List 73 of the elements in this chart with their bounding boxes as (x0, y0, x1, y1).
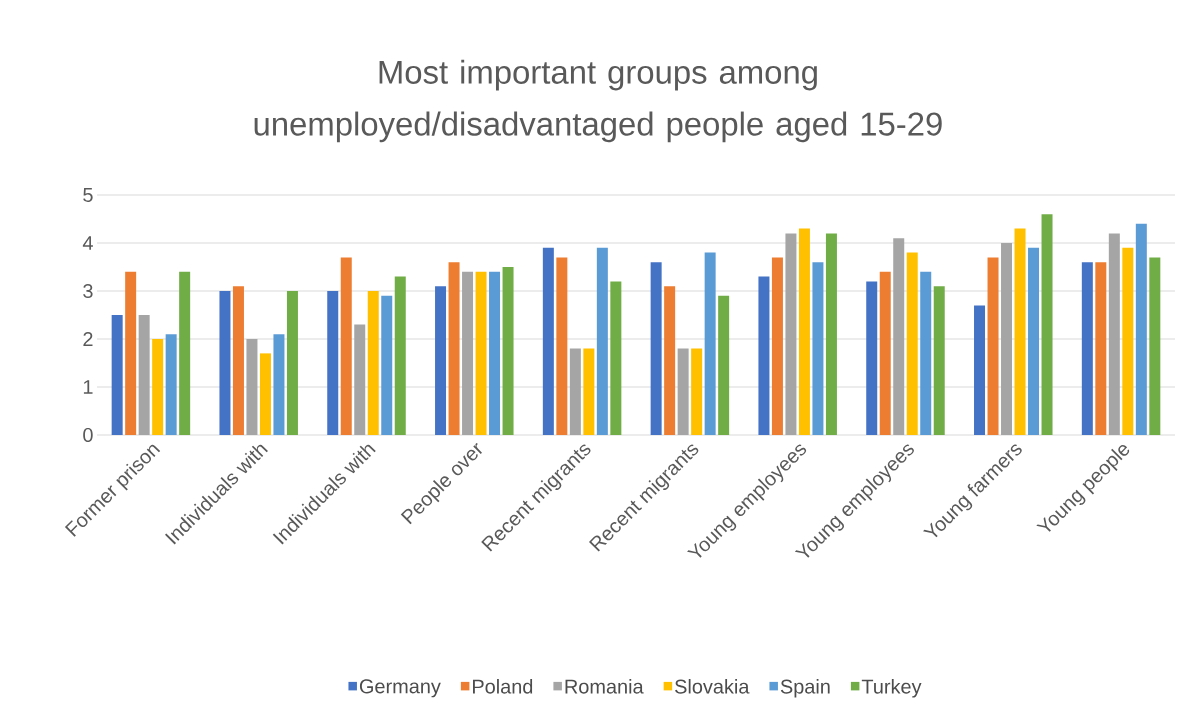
bar (677, 348, 689, 435)
bar (825, 233, 837, 435)
bar (1108, 233, 1120, 435)
bar (1041, 214, 1053, 435)
bar (165, 334, 177, 435)
bar (866, 281, 878, 435)
bar (1122, 247, 1134, 435)
bar (556, 257, 568, 435)
legend-label: Germany (359, 679, 441, 698)
bar (1014, 228, 1026, 435)
bar (381, 295, 393, 435)
bar (354, 324, 366, 435)
bar (1001, 242, 1013, 435)
bar (259, 353, 271, 435)
legend-label: Romania (565, 679, 644, 694)
chart-title: Most important groups among unemployed/disadvantaged people aged 15-29 (254, 59, 942, 143)
bar (771, 257, 783, 435)
bar (785, 233, 797, 435)
bar (583, 348, 595, 435)
bar (596, 247, 608, 435)
bar (179, 271, 191, 435)
bar (152, 338, 164, 435)
bar (812, 262, 824, 435)
bar (340, 257, 352, 435)
bar (273, 334, 285, 435)
bar (906, 252, 918, 435)
bar (879, 271, 891, 435)
y-tick-label: 3 (83, 283, 93, 299)
bar (394, 276, 406, 435)
bar (502, 266, 514, 435)
bar (367, 290, 379, 435)
legend-label: Slovakia (675, 679, 750, 694)
bar (462, 271, 474, 435)
bar (542, 247, 554, 435)
bar (448, 262, 460, 435)
bar (489, 271, 501, 435)
y-tick-label: 2 (83, 332, 93, 346)
legend-label: Turkey (861, 679, 922, 698)
bar (138, 314, 150, 435)
bar (1028, 247, 1040, 435)
bar (987, 257, 999, 435)
bar (569, 348, 581, 435)
bar (327, 290, 339, 435)
bar (475, 271, 487, 435)
bar (933, 286, 945, 435)
legend-label: Poland (473, 679, 533, 694)
bar (920, 271, 932, 435)
bar (232, 286, 244, 435)
bar (1135, 223, 1147, 435)
bar (974, 305, 986, 435)
bar (664, 286, 676, 435)
bar (718, 295, 730, 435)
bar (125, 271, 137, 435)
bar (704, 252, 716, 435)
legend-label: Spain (780, 679, 830, 698)
bar (650, 262, 662, 435)
bar (111, 314, 123, 435)
y-tick-label: 4 (82, 236, 93, 250)
bar (691, 348, 703, 435)
bar (893, 238, 905, 435)
bar (246, 338, 258, 435)
bar (610, 281, 622, 435)
bar (798, 228, 810, 435)
bar (1149, 257, 1161, 435)
bar (1081, 262, 1093, 435)
bar (1095, 262, 1107, 435)
y-tick-label: 0 (83, 427, 93, 443)
bar (286, 290, 298, 435)
bar (219, 290, 231, 435)
y-tick-label: 1 (83, 380, 93, 394)
y-tick-label: 5 (83, 188, 93, 202)
bar (435, 286, 447, 435)
bar (758, 276, 770, 435)
